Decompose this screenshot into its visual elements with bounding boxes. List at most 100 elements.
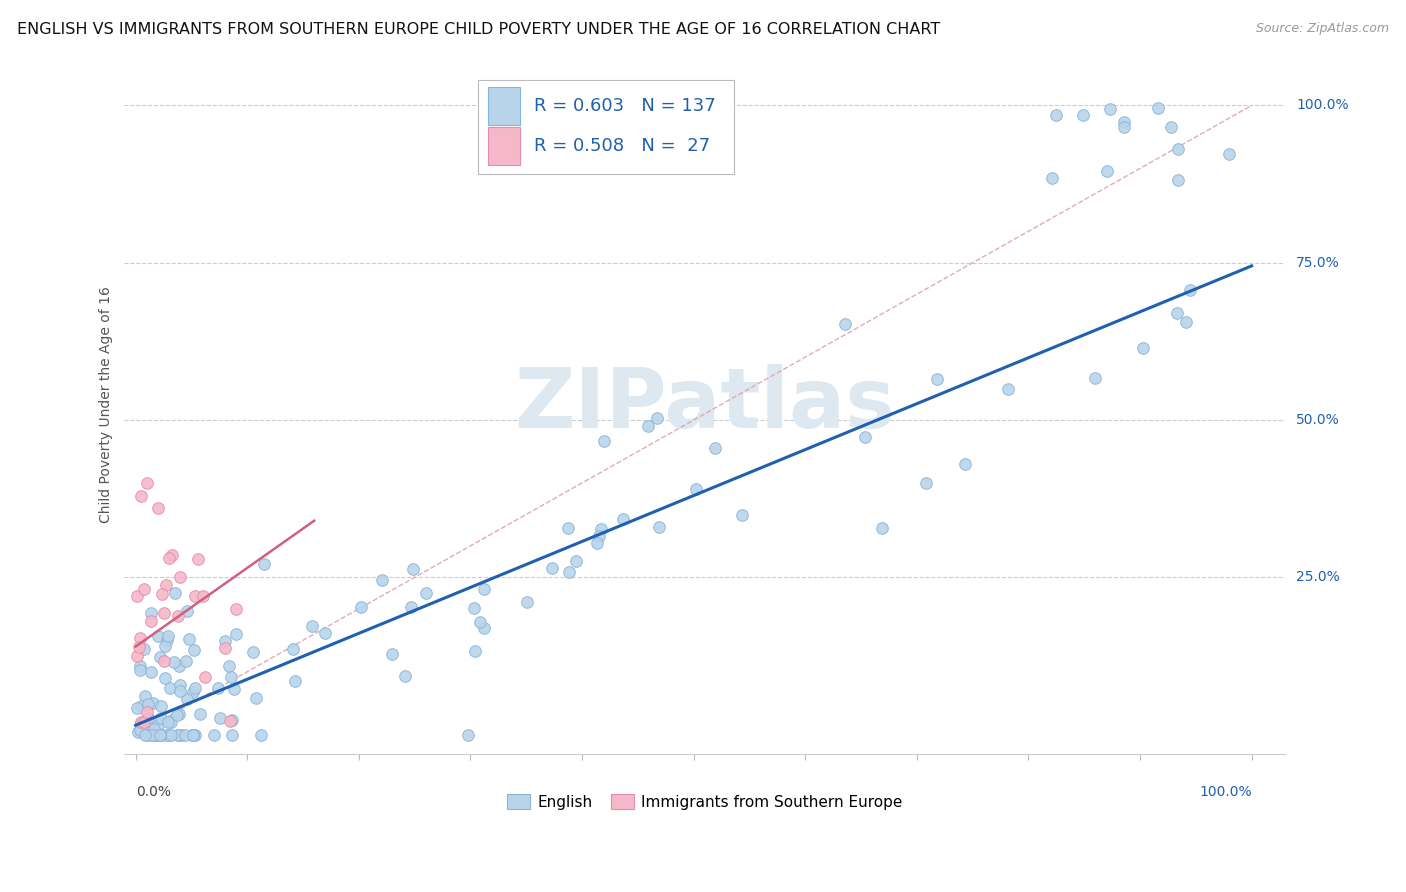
Point xyxy=(159,681,181,695)
Point xyxy=(153,639,176,653)
Point xyxy=(187,551,209,566)
Point xyxy=(134,714,156,729)
Point xyxy=(1095,164,1118,178)
Point xyxy=(221,728,243,742)
Point xyxy=(1147,101,1170,115)
Point xyxy=(129,489,152,503)
Point xyxy=(150,699,173,714)
Point xyxy=(157,551,180,566)
Point xyxy=(188,707,211,722)
FancyBboxPatch shape xyxy=(488,87,520,126)
Point xyxy=(162,655,184,669)
Y-axis label: Child Poverty Under the Age of 16: Child Poverty Under the Age of 16 xyxy=(100,286,114,523)
Point xyxy=(169,570,191,584)
Point xyxy=(225,626,247,640)
Point xyxy=(153,671,176,685)
Point xyxy=(167,609,190,624)
Point xyxy=(1132,341,1154,355)
Point xyxy=(136,705,159,719)
Point xyxy=(176,604,198,618)
Point xyxy=(214,641,236,656)
Point xyxy=(225,602,247,616)
Point xyxy=(183,643,205,657)
Point xyxy=(166,728,188,742)
Point xyxy=(131,698,153,713)
Point xyxy=(169,706,191,721)
Point xyxy=(637,419,659,434)
Point xyxy=(401,599,423,614)
Point xyxy=(181,685,204,699)
Point xyxy=(141,665,163,679)
Point xyxy=(564,554,586,568)
Point xyxy=(176,692,198,706)
Point xyxy=(141,728,163,742)
Point xyxy=(177,632,200,647)
Point xyxy=(128,723,150,738)
Point xyxy=(588,529,610,543)
Point xyxy=(914,476,936,491)
Point xyxy=(394,669,416,683)
Text: 0.0%: 0.0% xyxy=(135,785,170,799)
Point xyxy=(129,715,152,730)
Text: Source: ZipAtlas.com: Source: ZipAtlas.com xyxy=(1256,22,1389,36)
Point xyxy=(464,644,486,658)
Point xyxy=(1114,120,1136,135)
Point xyxy=(834,317,856,331)
Point xyxy=(1112,115,1135,129)
Point xyxy=(457,728,479,742)
Text: 25.0%: 25.0% xyxy=(1296,570,1340,584)
Point xyxy=(997,382,1019,396)
Point xyxy=(301,619,323,633)
Point xyxy=(645,411,668,425)
Legend: English, Immigrants from Southern Europe: English, Immigrants from Southern Europe xyxy=(501,788,908,815)
Point xyxy=(685,483,707,497)
Point xyxy=(174,654,197,668)
Point xyxy=(191,589,214,603)
Point xyxy=(160,548,183,562)
Point xyxy=(149,728,172,742)
Point xyxy=(181,728,204,742)
Point xyxy=(149,649,172,664)
Point xyxy=(155,578,177,592)
Point xyxy=(156,633,179,648)
Point xyxy=(516,595,538,609)
Point xyxy=(150,587,173,601)
Point xyxy=(1167,142,1189,156)
Point xyxy=(184,728,207,742)
Point xyxy=(953,458,976,472)
Point xyxy=(146,718,169,732)
Point xyxy=(141,728,163,742)
Point xyxy=(586,536,609,550)
Point xyxy=(557,521,579,535)
Point xyxy=(219,670,242,684)
Point xyxy=(139,606,162,620)
Point xyxy=(136,728,159,742)
Point xyxy=(218,658,240,673)
Point xyxy=(184,589,207,603)
Point xyxy=(194,670,217,684)
Text: 50.0%: 50.0% xyxy=(1296,413,1340,427)
Point xyxy=(135,475,157,490)
Text: 100.0%: 100.0% xyxy=(1296,98,1348,112)
Point xyxy=(463,601,485,615)
Point xyxy=(401,562,423,576)
Point xyxy=(253,557,276,571)
Point xyxy=(142,696,165,710)
Point xyxy=(143,723,166,737)
Point xyxy=(148,629,170,643)
Point xyxy=(589,522,612,536)
Point xyxy=(704,442,727,456)
Point xyxy=(169,684,191,698)
Point xyxy=(612,512,634,526)
Point xyxy=(218,714,240,728)
Point xyxy=(202,728,225,742)
Point xyxy=(143,728,166,742)
Point xyxy=(149,728,172,742)
Point xyxy=(1178,283,1201,297)
Point xyxy=(371,573,394,587)
Point xyxy=(381,647,404,661)
Text: R = 0.603   N = 137: R = 0.603 N = 137 xyxy=(534,97,716,115)
Point xyxy=(468,615,491,629)
Point xyxy=(731,508,754,523)
Point xyxy=(129,714,152,729)
